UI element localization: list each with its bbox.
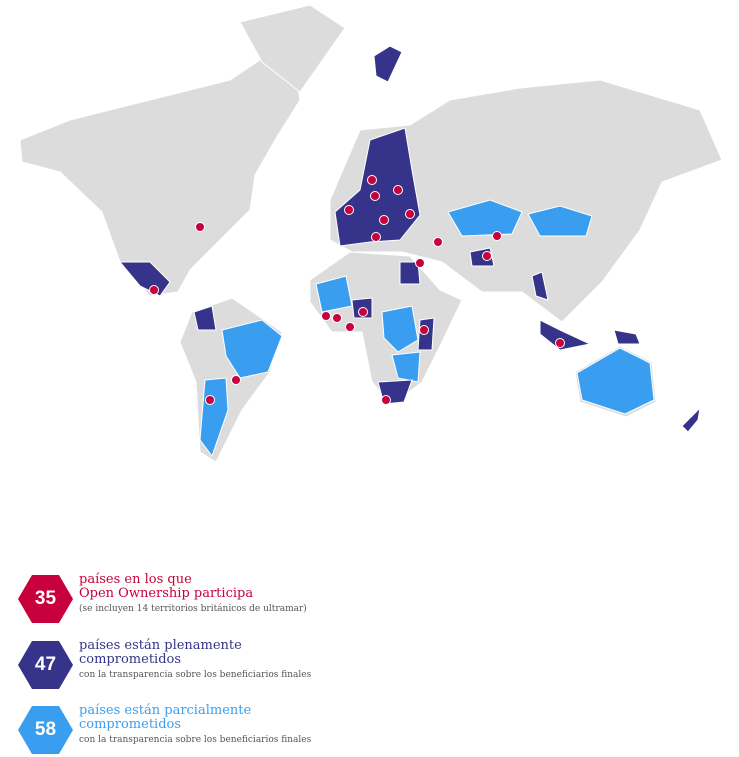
open-ownership-marker bbox=[370, 191, 380, 201]
open-ownership-marker bbox=[205, 395, 215, 405]
central-africa bbox=[381, 305, 419, 353]
legend-title-line2: Open Ownership participa bbox=[79, 586, 254, 601]
open-ownership-marker bbox=[332, 313, 342, 323]
hexagon-badge: 35 bbox=[18, 575, 73, 623]
count-plenamente: 47 bbox=[34, 654, 57, 675]
open-ownership-marker bbox=[321, 311, 331, 321]
open-ownership-marker bbox=[371, 232, 381, 242]
legend-title-line1: países están plenamente bbox=[79, 638, 242, 653]
new-zealand bbox=[681, 406, 701, 433]
count-participa: 35 bbox=[34, 588, 57, 609]
egypt bbox=[399, 261, 421, 285]
legend-note: con la transparencia sobre los beneficia… bbox=[79, 670, 312, 680]
open-ownership-marker bbox=[393, 185, 403, 195]
hexagon-badge: 47 bbox=[18, 641, 73, 689]
open-ownership-marker bbox=[419, 325, 429, 335]
legend-participa: 35 países en los que Open Ownership parti… bbox=[18, 572, 307, 623]
legend-note: (se incluyen 14 territorios británicos d… bbox=[79, 604, 307, 614]
eurasia bbox=[329, 79, 723, 323]
north-america bbox=[19, 39, 301, 297]
europe bbox=[334, 127, 421, 247]
open-ownership-marker bbox=[231, 375, 241, 385]
legend-note: con la transparencia sobre los beneficia… bbox=[79, 735, 312, 745]
open-ownership-marker bbox=[367, 175, 377, 185]
open-ownership-marker bbox=[358, 307, 368, 317]
legend-title-line2: comprometidos bbox=[79, 652, 182, 667]
open-ownership-marker bbox=[405, 209, 415, 219]
southern-africa bbox=[391, 351, 421, 383]
open-ownership-marker bbox=[195, 222, 205, 232]
indonesia bbox=[539, 319, 592, 351]
open-ownership-marker bbox=[555, 338, 565, 348]
kazakhstan bbox=[447, 199, 523, 237]
open-ownership-marker bbox=[415, 258, 425, 268]
mongolia bbox=[527, 205, 593, 237]
greenland bbox=[239, 4, 346, 93]
west-africa bbox=[315, 275, 353, 313]
colombia bbox=[193, 305, 217, 331]
open-ownership-marker bbox=[379, 215, 389, 225]
myanmar bbox=[531, 271, 549, 301]
open-ownership-marker bbox=[149, 285, 159, 295]
legend-title-line1: países están parcialmente bbox=[79, 703, 252, 718]
australia-partial bbox=[576, 347, 655, 415]
legend-title-line1: países en los que bbox=[79, 572, 192, 587]
open-ownership-marker bbox=[381, 395, 391, 405]
brazil bbox=[221, 319, 283, 379]
count-parcialmente: 58 bbox=[34, 719, 57, 740]
world-map bbox=[19, 4, 723, 463]
svalbard bbox=[373, 45, 403, 83]
legend-plenamente: 47 países están plenamente comprometidos … bbox=[18, 638, 312, 689]
legend-parcialmente: 58 países están parcialmente comprometido… bbox=[18, 703, 312, 754]
open-ownership-marker bbox=[433, 237, 443, 247]
open-ownership-marker bbox=[344, 205, 354, 215]
open-ownership-marker bbox=[482, 251, 492, 261]
open-ownership-marker bbox=[345, 322, 355, 332]
papua bbox=[613, 329, 641, 345]
open-ownership-marker bbox=[492, 231, 502, 241]
legend-title-line2: comprometidos bbox=[79, 717, 182, 732]
hexagon-badge: 58 bbox=[18, 706, 73, 754]
